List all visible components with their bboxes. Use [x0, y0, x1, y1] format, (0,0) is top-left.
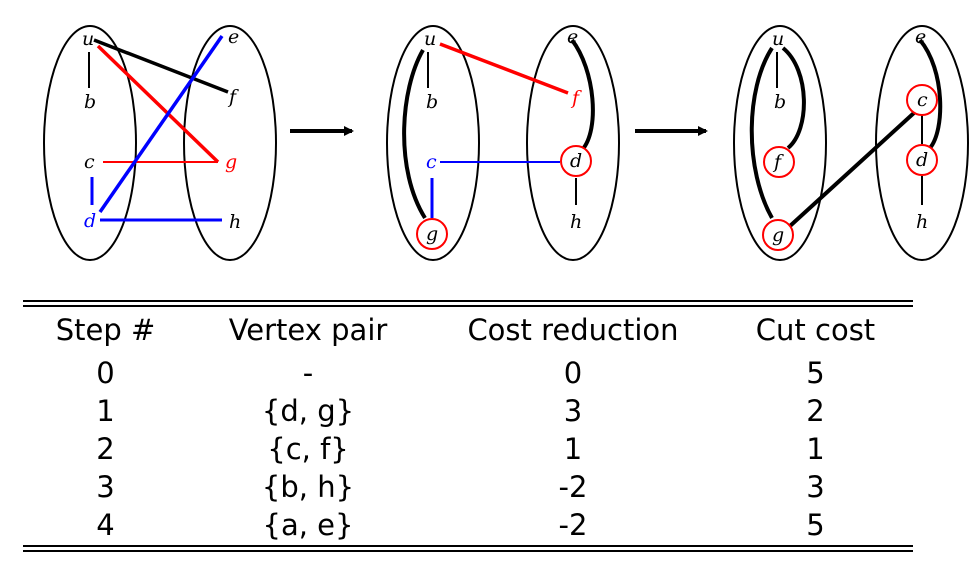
edge-g-c [788, 110, 917, 228]
cell-step: 4 [96, 508, 115, 542]
table-row: 1 {d, g} 3 2 [23, 392, 913, 430]
partition-left-ellipse [733, 25, 827, 261]
table-bottom-rule-1 [23, 545, 913, 547]
partition-diagram: u b c d e f g h u b c g e f d h [43, 25, 969, 261]
vertex-label: e [915, 26, 926, 48]
vertex-label: h [229, 211, 241, 233]
vertex-label: h [570, 211, 582, 233]
vertex-label: d [84, 210, 96, 232]
column-header-step: Step # [55, 313, 156, 347]
panel-after-swap-1: u b c g e f d h [386, 25, 620, 261]
partition-left-ellipse [386, 25, 480, 261]
cell-step: 0 [96, 356, 115, 390]
swapped-vertex-circle [763, 146, 795, 178]
cell-cost-reduction: 1 [563, 432, 583, 466]
cell-vertex-pair: {a, e} [262, 508, 354, 542]
edge-u-f [781, 46, 806, 150]
cell-vertex-pair: {c, f} [267, 432, 349, 466]
edge-u-g [96, 44, 220, 164]
table-top-rule-1 [23, 300, 913, 302]
vertex-label: u [772, 28, 784, 50]
vertex-label: b [774, 91, 786, 113]
cell-cut-cost: 1 [806, 432, 825, 466]
vertex-label: f [227, 86, 239, 108]
cell-cut-cost: 3 [806, 470, 825, 504]
vertex-label: g [772, 224, 784, 246]
iteration-table: Step # Vertex pair Cost reduction Cut co… [23, 306, 913, 544]
table-row: 0 - 0 5 [23, 354, 913, 392]
cell-cut-cost: 5 [806, 356, 825, 390]
edge-d-e [98, 35, 224, 213]
partition-left-ellipse [43, 25, 137, 261]
table-row: 4 {a, e} -2 5 [23, 506, 913, 544]
partition-right-ellipse [875, 25, 969, 261]
vertex-label: c [426, 151, 437, 173]
cell-cost-reduction: 3 [563, 394, 583, 428]
partition-right-ellipse [526, 25, 620, 261]
edge-e-d [570, 38, 595, 152]
edge-e-d [918, 38, 943, 150]
swapped-vertex-circle [906, 144, 938, 176]
swapped-vertex-circle [416, 218, 448, 250]
vertex-label: d [916, 149, 928, 171]
cell-cost-reduction: 0 [563, 356, 583, 390]
cell-step: 2 [96, 432, 115, 466]
vertex-label: b [426, 91, 438, 113]
column-header-cost-reduction: Cost reduction [467, 313, 679, 347]
cell-cut-cost: 5 [806, 508, 825, 542]
table-bottom-rule-2 [23, 550, 913, 552]
vertex-label: f [570, 87, 582, 109]
vertex-label: e [228, 26, 239, 48]
swapped-vertex-circle [906, 84, 938, 116]
partition-right-ellipse [183, 25, 277, 261]
vertex-label: h [916, 211, 928, 233]
cell-cost-reduction: -2 [558, 470, 588, 504]
table-row: 3 {b, h} -2 3 [23, 468, 913, 506]
table-top-rule-2 [23, 305, 913, 307]
cell-cut-cost: 2 [806, 394, 825, 428]
cell-vertex-pair: - [302, 356, 314, 390]
cell-cost-reduction: -2 [558, 508, 588, 542]
vertex-label: g [426, 223, 438, 245]
table-row: 2 {c, f} 1 1 [23, 430, 913, 468]
vertex-label: c [917, 89, 928, 111]
column-header-cut-cost: Cut cost [755, 313, 876, 347]
swapped-vertex-circle [560, 145, 592, 177]
vertex-label: u [424, 28, 436, 50]
cell-vertex-pair: {b, h} [261, 470, 355, 504]
edge-u-f [93, 38, 229, 94]
edge-u-g [749, 46, 774, 219]
panel-initial: u b c d e f g h [43, 25, 277, 261]
column-header-vertex-pair: Vertex pair [228, 313, 388, 347]
edge-u-g [402, 49, 427, 220]
panel-after-swap-2: u b f g e c d h [733, 25, 969, 261]
cell-step: 1 [96, 394, 115, 428]
vertex-label: d [570, 150, 582, 172]
vertex-label: b [84, 91, 96, 113]
table-header-row: Step # Vertex pair Cost reduction Cut co… [23, 306, 913, 354]
vertex-label: u [82, 28, 94, 50]
cell-vertex-pair: {d, g} [261, 394, 355, 428]
vertex-label: f [772, 151, 784, 173]
edge-u-f [439, 42, 569, 95]
vertex-label: e [567, 26, 578, 48]
cell-step: 3 [96, 470, 115, 504]
swapped-vertex-circle [762, 219, 794, 251]
vertex-label: c [84, 151, 95, 173]
vertex-label: g [225, 151, 237, 173]
